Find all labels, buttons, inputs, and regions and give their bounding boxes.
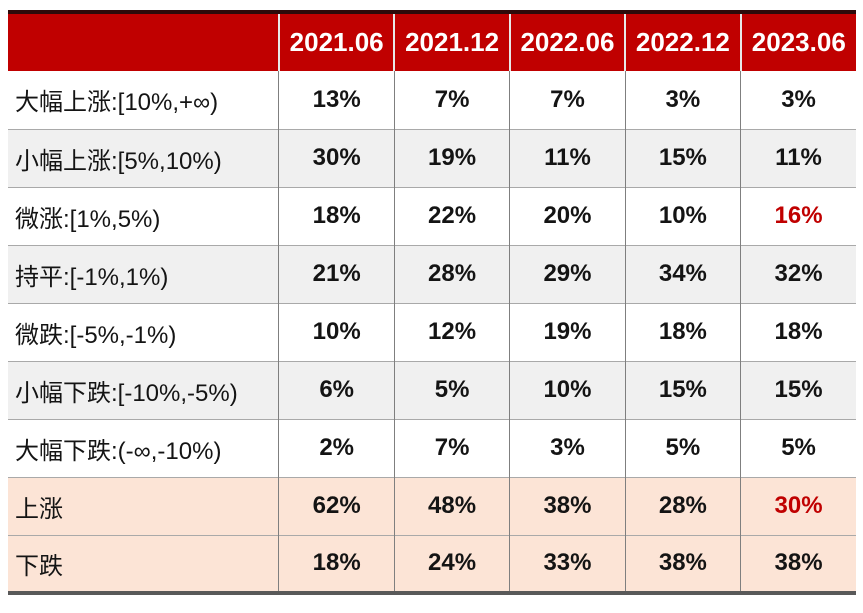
table-row-small-fall: 小幅下跌:[-10%,-5%) 6% 5% 10% 15% 15% (8, 360, 856, 419)
value-cell: 33% (509, 534, 626, 593)
table-row-slight-fall: 微跌:[-5%,-1%) 10% 12% 19% 18% 18% (8, 302, 856, 361)
value-cell: 28% (624, 476, 741, 535)
value-cell: 3% (740, 71, 856, 129)
value-cell: 6% (278, 360, 395, 419)
value-cell: 29% (509, 244, 626, 303)
value-cell: 48% (393, 476, 510, 535)
table-container: 2021.06 2021.12 2022.06 2022.12 2023.06 … (8, 10, 856, 595)
value-cell: 38% (624, 534, 741, 593)
value-cell: 18% (278, 186, 395, 245)
header-row: 2021.06 2021.12 2022.06 2022.12 2023.06 (8, 12, 856, 71)
value-cell: 5% (740, 418, 856, 477)
value-cell: 15% (624, 360, 741, 419)
value-cell: 15% (740, 360, 856, 419)
table-row-total-rise: 上涨 62% 48% 38% 28% 30% (8, 476, 856, 535)
value-cell: 19% (393, 128, 510, 187)
value-cell: 22% (393, 186, 510, 245)
row-label: 微涨:[1%,5%) (8, 186, 279, 245)
value-cell: 62% (278, 476, 395, 535)
header-cell-2021-06: 2021.06 (277, 12, 395, 71)
row-label: 小幅上涨:[5%,10%) (8, 128, 279, 187)
header-cell-2023-06: 2023.06 (739, 12, 856, 71)
header-cell-2021-12: 2021.12 (393, 12, 510, 71)
value-cell: 18% (624, 302, 741, 361)
value-cell: 28% (393, 244, 510, 303)
value-cell: 38% (509, 476, 626, 535)
value-cell: 18% (278, 534, 395, 593)
header-cell-2022-06: 2022.06 (508, 12, 626, 71)
value-cell: 38% (740, 534, 856, 593)
value-cell: 12% (393, 302, 510, 361)
value-cell: 20% (509, 186, 626, 245)
value-cell: 18% (740, 302, 856, 361)
highlighted-value-cell: 30% (740, 476, 856, 535)
value-cell: 3% (624, 71, 741, 129)
row-label: 下跌 (8, 534, 279, 593)
value-cell: 19% (509, 302, 626, 361)
value-cell: 13% (278, 71, 395, 129)
value-cell: 34% (624, 244, 741, 303)
table-row-big-rise: 大幅上涨:[10%,+∞) 13% 7% 7% 3% 3% (8, 71, 856, 129)
price-change-distribution-table: 2021.06 2021.12 2022.06 2022.12 2023.06 … (8, 10, 856, 595)
table-row-flat: 持平:[-1%,1%) 21% 28% 29% 34% 32% (8, 244, 856, 303)
value-cell: 5% (624, 418, 741, 477)
row-label: 上涨 (8, 476, 279, 535)
row-label: 小幅下跌:[-10%,-5%) (8, 360, 279, 419)
row-label: 大幅上涨:[10%,+∞) (8, 71, 279, 129)
value-cell: 24% (393, 534, 510, 593)
value-cell: 11% (740, 128, 856, 187)
row-label: 微跌:[-5%,-1%) (8, 302, 279, 361)
value-cell: 10% (624, 186, 741, 245)
value-cell: 21% (278, 244, 395, 303)
table-row-total-fall: 下跌 18% 24% 33% 38% 38% (8, 534, 856, 593)
value-cell: 3% (509, 418, 626, 477)
value-cell: 32% (740, 244, 856, 303)
table-row-big-fall: 大幅下跌:(-∞,-10%) 2% 7% 3% 5% 5% (8, 418, 856, 477)
header-cell-2022-12: 2022.12 (624, 12, 741, 71)
value-cell: 10% (278, 302, 395, 361)
value-cell: 2% (278, 418, 395, 477)
value-cell: 7% (393, 418, 510, 477)
header-cell-empty (8, 12, 279, 71)
value-cell: 7% (509, 71, 626, 129)
value-cell: 7% (393, 71, 510, 129)
table-row-small-rise: 小幅上涨:[5%,10%) 30% 19% 11% 15% 11% (8, 128, 856, 187)
value-cell: 15% (624, 128, 741, 187)
value-cell: 5% (393, 360, 510, 419)
value-cell: 30% (278, 128, 395, 187)
value-cell: 10% (509, 360, 626, 419)
row-label: 大幅下跌:(-∞,-10%) (8, 418, 279, 477)
highlighted-value-cell: 16% (740, 186, 856, 245)
value-cell: 11% (509, 128, 626, 187)
row-label: 持平:[-1%,1%) (8, 244, 279, 303)
table-row-slight-rise: 微涨:[1%,5%) 18% 22% 20% 10% 16% (8, 186, 856, 245)
